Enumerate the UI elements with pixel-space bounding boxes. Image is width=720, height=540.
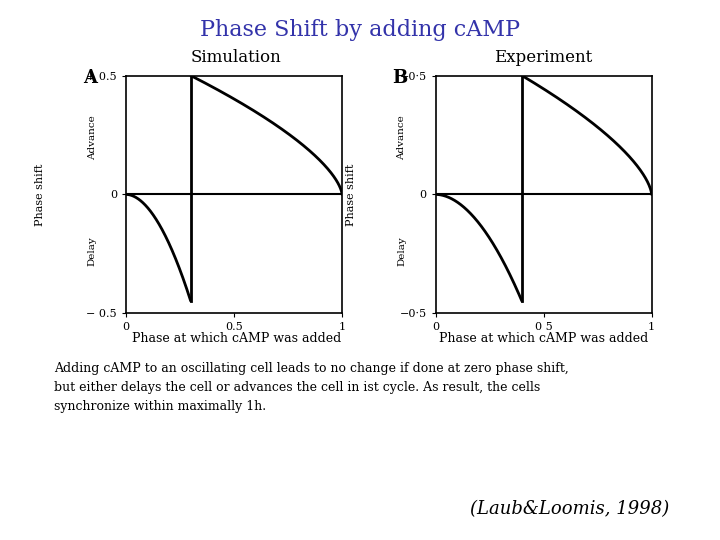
Text: A: A [83,69,96,87]
Text: Phase shift: Phase shift [346,163,356,226]
Text: Phase shift: Phase shift [35,163,45,226]
Text: (Laub&Loomis, 1998): (Laub&Loomis, 1998) [470,501,670,518]
Text: Advance: Advance [88,116,96,160]
Text: Phase Shift by adding cAMP: Phase Shift by adding cAMP [200,19,520,41]
Text: Advance: Advance [397,116,406,160]
Text: Adding cAMP to an oscillating cell leads to no change if done at zero phase shif: Adding cAMP to an oscillating cell leads… [54,362,569,413]
Text: Simulation: Simulation [191,49,282,66]
Text: Phase at which cAMP was added: Phase at which cAMP was added [439,332,648,345]
Text: Delay: Delay [88,236,96,266]
Text: Phase at which cAMP was added: Phase at which cAMP was added [132,332,341,345]
Text: Experiment: Experiment [495,49,593,66]
Text: Delay: Delay [397,236,406,266]
Text: B: B [392,69,408,87]
